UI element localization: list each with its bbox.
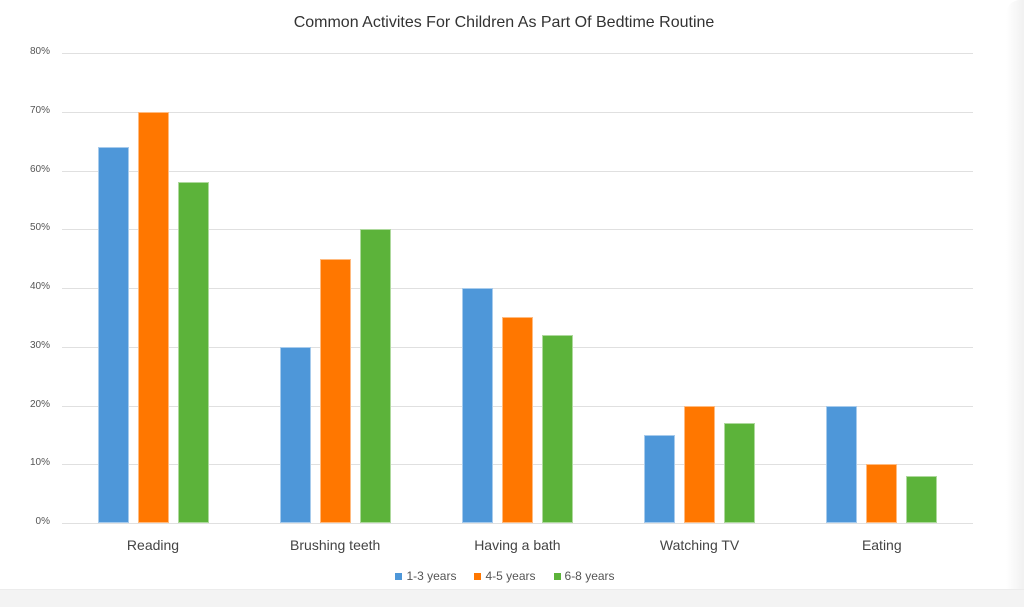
legend-label: 4-5 years (485, 569, 536, 583)
y-tick-label: 70% (29, 104, 50, 116)
gridline (62, 170, 973, 172)
page-edge-right (1006, 0, 1024, 607)
bar-4-5-years-watching-tv (684, 405, 716, 523)
y-tick-label: 40% (29, 281, 50, 292)
x-tick-label: Having a bath (474, 537, 561, 553)
y-tick-label: 80% (29, 46, 50, 57)
legend-label: 6-8 years (564, 569, 615, 583)
page-edge-bottom (0, 589, 1024, 607)
bar-4-5-years-having-a-bath (502, 317, 533, 523)
bar-1-3-years-having-a-bath (462, 288, 493, 523)
gridline (62, 53, 973, 54)
y-tick-label: 20% (29, 398, 50, 410)
chart-title: Common Activites For Children As Part Of… (293, 14, 715, 31)
legend-item: 6-8 years (553, 569, 615, 583)
legend-item: 4-5 years (474, 569, 536, 583)
legend-swatch-icon (474, 572, 482, 580)
gridline (62, 111, 973, 113)
x-tick-label: Watching TV (659, 537, 740, 553)
y-tick-label: 60% (29, 163, 50, 175)
bar-6-8-years-brushing-teeth (359, 229, 391, 523)
gridline (62, 288, 973, 289)
bar-1-3-years-eating (826, 405, 858, 523)
bar-6-8-years-watching-tv (724, 423, 756, 523)
bar-6-8-years-reading (177, 182, 209, 523)
x-tick-label: Reading (126, 537, 180, 553)
bar-4-5-years-eating (866, 464, 898, 523)
y-tick-label: 0% (35, 516, 50, 527)
gridline (62, 229, 973, 231)
y-tick-label: 50% (29, 222, 50, 234)
plot-area (62, 53, 973, 524)
legend-swatch-icon (395, 572, 403, 580)
legend-label: 1-3 years (406, 569, 457, 583)
bar-1-3-years-brushing-teeth (279, 346, 311, 523)
bar-1-3-years-reading (97, 147, 129, 523)
legend-item: 1-3 years (395, 569, 456, 583)
bar-6-8-years-eating (906, 476, 938, 523)
bar-6-8-years-having-a-bath (542, 335, 573, 523)
x-tick-label: Eating (861, 537, 902, 553)
bar-4-5-years-brushing-teeth (319, 258, 351, 523)
bar-1-3-years-watching-tv (644, 434, 676, 523)
x-tick-label: Brushing teeth (290, 537, 381, 553)
bar-4-5-years-reading (137, 111, 169, 523)
y-tick-label: 10% (29, 457, 50, 469)
legend-swatch-icon (553, 572, 561, 580)
y-tick-label: 30% (29, 339, 50, 351)
legend: 1-3 years 4-5 years 6-8 years (0, 569, 1010, 583)
gridline (62, 523, 973, 524)
